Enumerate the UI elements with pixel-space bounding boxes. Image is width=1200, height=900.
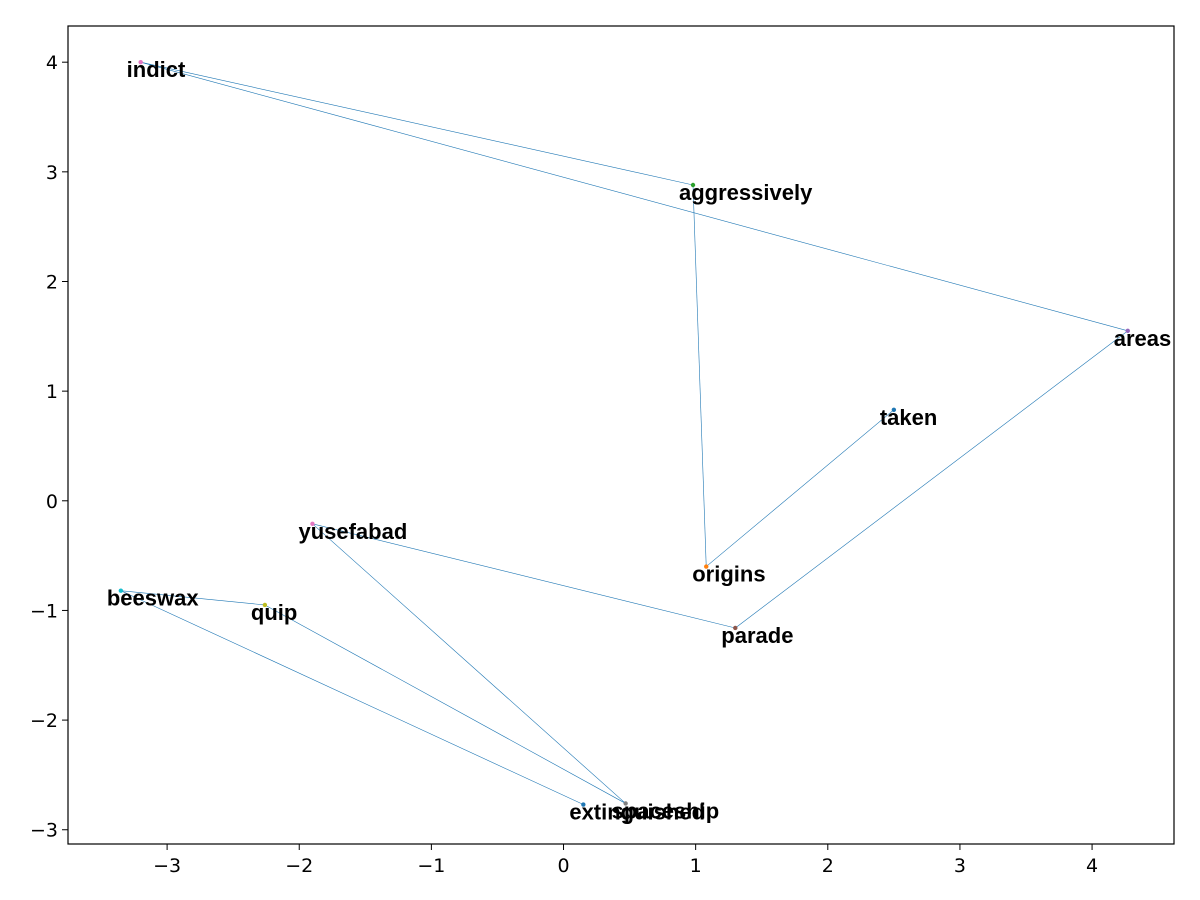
- y-tick-label: 0: [46, 491, 58, 513]
- point-extinguished: [581, 802, 586, 807]
- point-spaceship: [623, 801, 628, 806]
- edge-indict-areas: [140, 61, 1128, 332]
- edge-aggressively-origins: [692, 184, 707, 567]
- edge-quip-spaceship: [264, 604, 626, 804]
- x-tick-label: −1: [417, 855, 445, 877]
- point-label-beeswax: beeswax: [107, 586, 199, 611]
- point-aggressively: [690, 182, 696, 188]
- x-tick-label: 3: [954, 855, 966, 877]
- edges-layer: [120, 61, 1128, 805]
- edge-areas-parade: [735, 330, 1128, 629]
- plot-frame: [67, 25, 1175, 845]
- y-tick-label: 3: [46, 162, 58, 184]
- point-beeswax: [118, 588, 124, 593]
- x-tick-label: 1: [690, 855, 702, 877]
- edge-origins-taken: [706, 409, 895, 567]
- point-label-origins: origins: [692, 562, 765, 587]
- edge-yusefabad-parade: [312, 523, 736, 629]
- point-label-indict: indict: [127, 57, 186, 82]
- point-label-taken: taken: [880, 405, 937, 430]
- edge-beeswax-extinguished: [120, 590, 584, 805]
- point-parade: [733, 625, 738, 631]
- point-indict: [138, 59, 143, 65]
- point-taken: [891, 407, 897, 412]
- x-tick-label: −2: [285, 855, 313, 877]
- edge-indict-aggressively: [140, 61, 694, 186]
- x-tick-label: 2: [822, 855, 834, 877]
- edge-yusefabad-spaceship: [312, 523, 626, 804]
- y-tick-label: −1: [30, 600, 58, 622]
- edge-beeswax-quip: [120, 590, 265, 606]
- x-tick-label: 0: [557, 855, 569, 877]
- plot-background: [68, 26, 1174, 844]
- point-origins: [704, 564, 709, 569]
- y-tick-label: −2: [30, 710, 58, 732]
- point-areas: [1125, 328, 1130, 334]
- y-tick-label: −3: [30, 820, 58, 842]
- point-quip: [262, 602, 268, 608]
- point-label-spaceship: spaceship: [612, 798, 720, 823]
- x-tick-label: −3: [153, 855, 181, 877]
- point-label-yusefabad: yusefabad: [298, 519, 407, 544]
- y-tick-label: 1: [46, 381, 58, 403]
- points-layer: [118, 59, 1130, 807]
- point-label-aggressively: aggressively: [679, 180, 813, 205]
- point-label-quip: quip: [251, 600, 297, 625]
- point-label-extinguished: extinguished: [569, 800, 705, 825]
- y-tick-label: 4: [46, 52, 58, 74]
- y-tick-label: 2: [46, 271, 58, 293]
- labels-layer: indict aggressively areas taken yusefabad ori…: [107, 57, 1171, 824]
- point-label-areas: areas: [1114, 326, 1172, 351]
- x-axis: −3 −2 −1 0 1 2 3 4: [153, 844, 1098, 877]
- point-yusefabad: [310, 521, 315, 527]
- y-axis: −3 −2 −1 0 1 2 3 4: [30, 52, 68, 842]
- x-tick-label: 4: [1086, 855, 1098, 877]
- point-label-parade: parade: [721, 623, 793, 648]
